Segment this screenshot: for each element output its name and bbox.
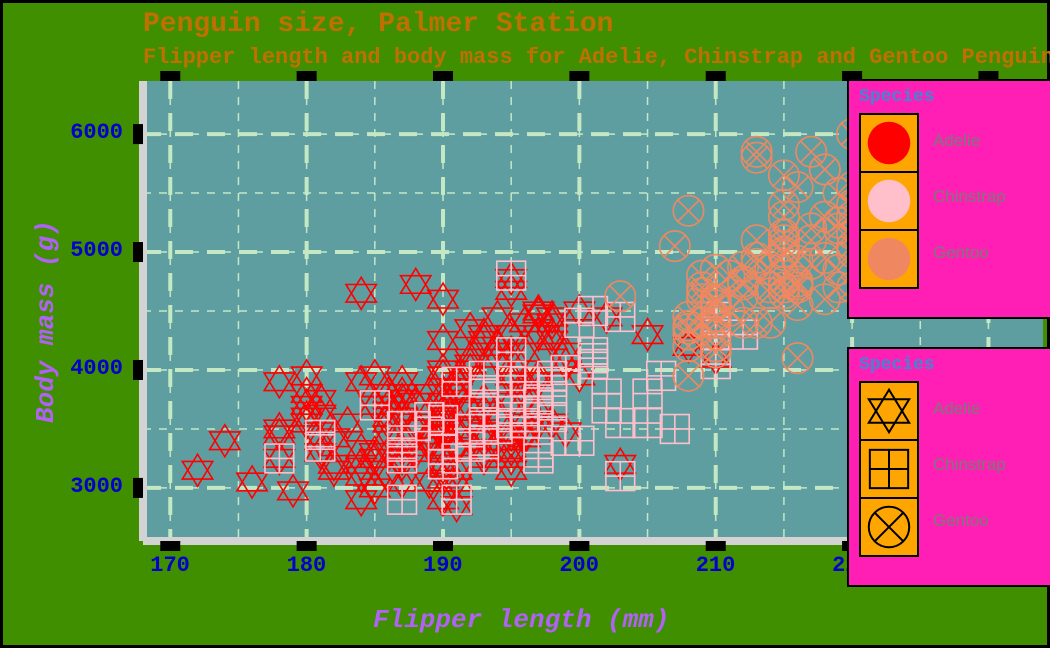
x-tick-label: 180: [287, 553, 327, 578]
legend-swatch-chinstrap: [861, 171, 917, 229]
y-tick-label: 6000: [70, 120, 123, 145]
y-tick: [133, 478, 143, 498]
y-tick-label: 5000: [70, 238, 123, 263]
legend-swatch-adelie: [861, 115, 917, 171]
x-axis-label: Flipper length (mm): [373, 605, 669, 635]
legend-label-chinstrap: Chinstrap: [933, 169, 1006, 225]
y-tick: [133, 242, 143, 262]
legend-swatch-adelie: [861, 383, 917, 439]
x-tick-label: 210: [696, 553, 736, 578]
legend-swatch-chinstrap: [861, 439, 917, 497]
x-tick: [297, 541, 317, 551]
legend-swatch-column: [859, 381, 919, 557]
legend-title: Species: [859, 355, 1041, 375]
legend-label-chinstrap: Chinstrap: [933, 437, 1006, 493]
legend-label-gentoo: Gentoo: [933, 225, 1006, 281]
legend-label-adelie: Adelie: [933, 381, 1006, 437]
x-tick: [433, 541, 453, 551]
figure: Penguin size, Palmer StationFlipper leng…: [0, 0, 1050, 648]
x-tick-top: [297, 71, 317, 81]
y-tick: [133, 124, 143, 144]
x-tick-label: 170: [150, 553, 190, 578]
y-tick-label: 3000: [70, 474, 123, 499]
legend-swatch-gentoo: [861, 497, 917, 555]
y-axis-label: Body mass (g): [31, 220, 61, 423]
x-tick-top: [706, 71, 726, 81]
x-tick-label: 200: [559, 553, 599, 578]
legend-style: Species AdelieChinstrapGentoo: [847, 347, 1050, 587]
legend-swatch-gentoo: [861, 229, 917, 287]
legend-label-adelie: Adelie: [933, 113, 1006, 169]
legend-label-gentoo: Gentoo: [933, 493, 1006, 549]
x-tick-top: [433, 71, 453, 81]
x-tick-label: 190: [423, 553, 463, 578]
y-tick-label: 4000: [70, 356, 123, 381]
legend-swatch-column: [859, 113, 919, 289]
legend-hue: Species AdelieChinstrapGentoo: [847, 79, 1050, 319]
x-tick: [569, 541, 589, 551]
y-tick: [133, 360, 143, 380]
x-tick-top: [160, 71, 180, 81]
x-tick: [706, 541, 726, 551]
legend-title: Species: [859, 87, 1041, 107]
x-tick-top: [569, 71, 589, 81]
x-tick: [160, 541, 180, 551]
